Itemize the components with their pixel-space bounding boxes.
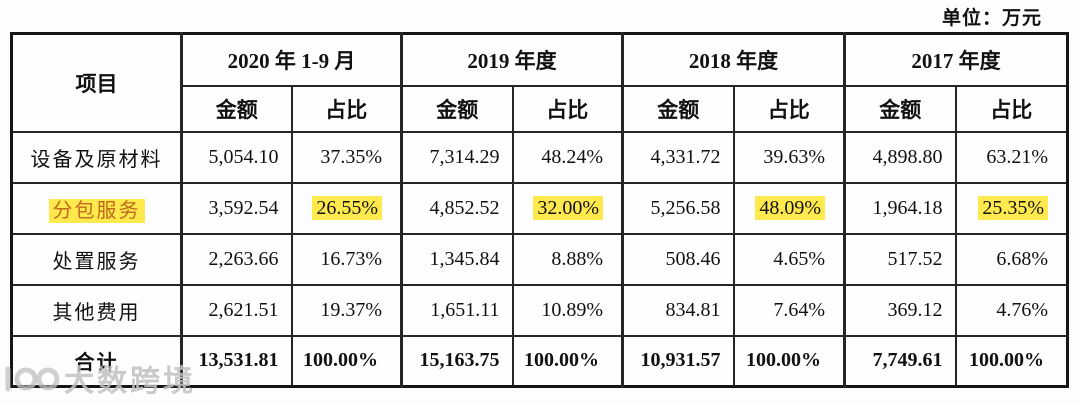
amount-cell: 2,263.66 [180,232,293,286]
amount-cell: 2,621.51 [180,283,293,337]
ratio-cell: 39.63% [732,130,846,184]
amount-cell: 7,749.61 [843,334,957,388]
table-row-highlighted: 分包服务 3,592.54 26.55% 4,852.52 32.00% 5,2… [10,181,1069,235]
amount-cell: 3,592.54 [180,181,293,235]
ratio-cell: 19.37% [290,283,403,337]
period-header-2017: 2017 年度 [843,32,1069,87]
period-header-2019: 2019 年度 [400,32,624,87]
ratio-cell: 4.65% [732,232,846,286]
amount-cell: 7,314.29 [400,130,514,184]
ratio-subheader: 占比 [732,84,846,133]
ratio-cell: 7.64% [732,283,846,337]
period-header-2018: 2018 年度 [621,32,846,87]
amount-cell: 508.46 [621,232,735,286]
amount-subheader: 金额 [843,84,957,133]
amount-cell: 1,964.18 [843,181,957,235]
ratio-cell: 37.35% [290,130,403,184]
row-label: 其他费用 [10,283,183,337]
amount-cell: 5,256.58 [621,181,735,235]
table-row: 其他费用 2,621.51 19.37% 1,651.11 10.89% 834… [10,283,1069,337]
ratio-cell: 100.00% [732,334,846,388]
amount-subheader: 金额 [621,84,735,133]
table-row: 设备及原材料 5,054.10 37.35% 7,314.29 48.24% 4… [10,130,1069,184]
ratio-cell: 63.21% [954,130,1069,184]
ratio-subheader: 占比 [511,84,624,133]
table-row: 处置服务 2,263.66 16.73% 1,345.84 8.88% 508.… [10,232,1069,286]
ratio-cell: 16.73% [290,232,403,286]
amount-cell: 4,898.80 [843,130,957,184]
amount-cell: 5,054.10 [180,130,293,184]
amount-cell: 4,331.72 [621,130,735,184]
amount-cell: 10,931.57 [621,334,735,388]
ratio-subheader: 占比 [290,84,403,133]
ratio-cell: 10.89% [511,283,624,337]
financial-table: 项目 2020 年 1-9 月 2019 年度 2018 年度 2017 年度 … [10,32,1069,388]
amount-subheader: 金额 [400,84,514,133]
amount-cell: 834.81 [621,283,735,337]
row-label: 合计 [10,334,183,388]
amount-cell: 517.52 [843,232,957,286]
row-label: 分包服务 [10,181,183,235]
unit-label: 单位：万元 [941,8,1042,29]
ratio-cell: 8.88% [511,232,624,286]
amount-cell: 369.12 [843,283,957,337]
table-row-total: 合计 13,531.81 100.00% 15,163.75 100.00% 1… [10,334,1069,388]
period-header-2020: 2020 年 1-9 月 [180,32,403,87]
ratio-cell: 32.00% [511,181,624,235]
ratio-subheader: 占比 [954,84,1069,133]
ratio-cell: 100.00% [511,334,624,388]
ratio-cell: 100.00% [290,334,403,388]
amount-cell: 1,345.84 [400,232,514,286]
ratio-cell: 26.55% [290,181,403,235]
row-label: 设备及原材料 [10,130,183,184]
ratio-cell: 6.68% [954,232,1069,286]
items-header: 项目 [10,32,183,133]
row-label: 处置服务 [10,232,183,286]
ratio-cell: 4.76% [954,283,1069,337]
ratio-cell: 100.00% [954,334,1069,388]
amount-cell: 1,651.11 [400,283,514,337]
ratio-cell: 25.35% [954,181,1069,235]
amount-cell: 4,852.52 [400,181,514,235]
amount-cell: 13,531.81 [180,334,293,388]
amount-subheader: 金额 [180,84,293,133]
ratio-cell: 48.09% [732,181,846,235]
amount-cell: 15,163.75 [400,334,514,388]
ratio-cell: 48.24% [511,130,624,184]
